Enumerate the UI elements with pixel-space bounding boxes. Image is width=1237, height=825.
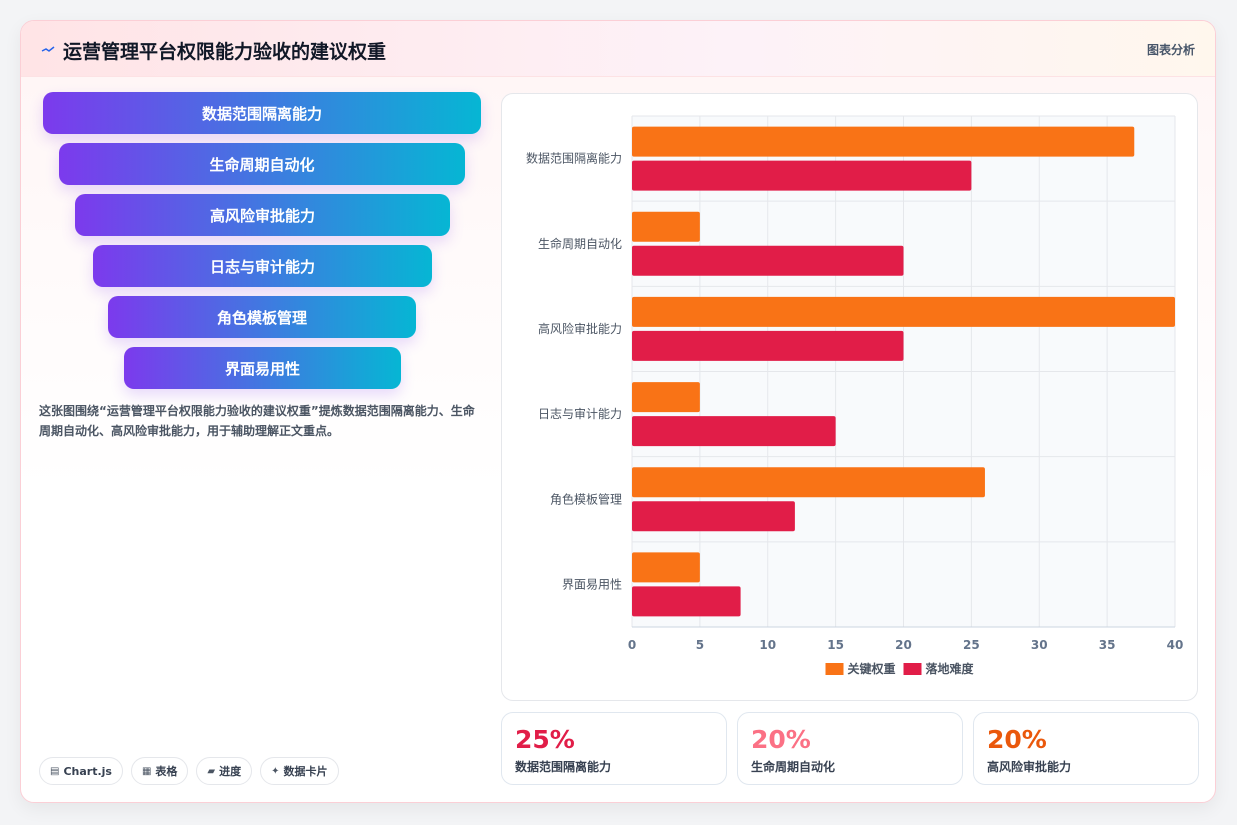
legend-swatch — [825, 663, 844, 675]
chip-label: Chart.js — [63, 764, 112, 778]
chip-table[interactable]: ▦ 表格 — [130, 757, 189, 785]
stat-card: 20% 生命周期自动化 — [737, 712, 963, 785]
x-tick-label: 0 — [628, 638, 636, 652]
chart-analysis-label: 图表分析 — [1146, 43, 1195, 57]
funnel-step: 角色模板管理 — [108, 296, 416, 338]
bar-weight — [632, 296, 1175, 327]
card-header: 运营管理平台权限能力验收的建议权重 图表分析 — [21, 21, 1215, 77]
bar-weight — [632, 467, 985, 498]
bar-difficulty — [632, 330, 904, 361]
stat-value: 25% — [515, 725, 575, 754]
x-tick-label: 35 — [1099, 638, 1116, 652]
chip-data-card[interactable]: ✦ 数据卡片 — [260, 757, 339, 785]
chart-icon: ▤ — [50, 765, 60, 777]
bar-weight — [632, 126, 1135, 157]
stat-label: 数据范围隔离能力 — [515, 760, 612, 774]
chip-label: 表格 — [155, 765, 178, 778]
chart-panel: 数据范围隔离能力生命周期自动化 高风险审批能力 日志与审计能力角色模板管理界面易用性… — [501, 93, 1198, 701]
legend-label: 关键权重 — [848, 661, 896, 676]
sparkle-icon: ✦ — [271, 765, 280, 777]
x-tick-label: 20 — [895, 638, 912, 652]
legend-swatch — [903, 663, 922, 675]
funnel-step: 高风险审批能力 — [75, 194, 450, 236]
category-label: 高风险审批能力 — [538, 321, 622, 336]
chip-chartjs[interactable]: ▤ Chart.js — [39, 757, 123, 785]
bar-difficulty — [632, 245, 904, 276]
legend-label: 落地难度 — [926, 661, 975, 676]
stat-card: 20% 高风险审批能力 — [973, 712, 1199, 785]
bar-difficulty — [632, 160, 972, 191]
category-label: 生命周期自动化 — [538, 236, 622, 251]
funnel-step: 日志与审计能力 — [93, 245, 432, 287]
stat-value: 20% — [751, 725, 811, 754]
chip-label: 进度 — [219, 765, 242, 778]
category-label: 日志与审计能力 — [538, 406, 622, 421]
stat-label: 高风险审批能力 — [987, 760, 1072, 774]
stat-label: 生命周期自动化 — [751, 760, 836, 774]
page-title: 运营管理平台权限能力验收的建议权重 — [63, 41, 387, 63]
bar-weight — [632, 211, 700, 242]
x-tick-label: 30 — [1031, 638, 1048, 652]
bar-weight — [632, 382, 700, 413]
funnel-step: 界面易用性 — [124, 347, 401, 389]
bar-difficulty — [632, 586, 741, 617]
x-tick-label: 25 — [963, 638, 980, 652]
stat-card: 25% 数据范围隔离能力 — [501, 712, 727, 785]
bar-difficulty — [632, 501, 795, 532]
chip-label: 数据卡片 — [283, 765, 328, 778]
table-icon: ▦ — [141, 765, 152, 777]
bar-chart: 数据范围隔离能力生命周期自动化高风险审批能力日志与审计能力角色模板管理界面易用性… — [526, 115, 1184, 676]
progress-icon: ▰ — [207, 765, 216, 777]
bar-difficulty — [632, 416, 836, 447]
category-label: 数据范围隔离能力 — [526, 151, 622, 166]
x-tick-label: 10 — [759, 638, 776, 652]
x-tick-label: 15 — [827, 638, 844, 652]
category-label: 界面易用性 — [562, 577, 622, 591]
x-tick-label: 40 — [1167, 638, 1184, 652]
stat-value: 20% — [987, 725, 1047, 754]
chip-row: ▤ Chart.js ▦ 表格 ▰ 进度 ✦ 数据卡片 — [39, 757, 339, 785]
category-label: 角色模板管理 — [550, 491, 622, 506]
pulse-icon — [41, 46, 55, 52]
x-tick-label: 5 — [696, 638, 704, 652]
main-card: 运营管理平台权限能力验收的建议权重 图表分析 数据范围隔离能力 生命周期自动化 … — [20, 20, 1216, 803]
bar-weight — [632, 552, 700, 583]
funnel-step: 生命周期自动化 — [59, 143, 465, 185]
funnel-step: 数据范围隔离能力 — [43, 92, 481, 134]
chart-description: 这张图围绕“运营管理平台权限能力验收的建议权重”提炼数据范围隔离能力、生命周期自… — [39, 404, 475, 438]
chip-progress[interactable]: ▰ 进度 — [196, 757, 253, 785]
